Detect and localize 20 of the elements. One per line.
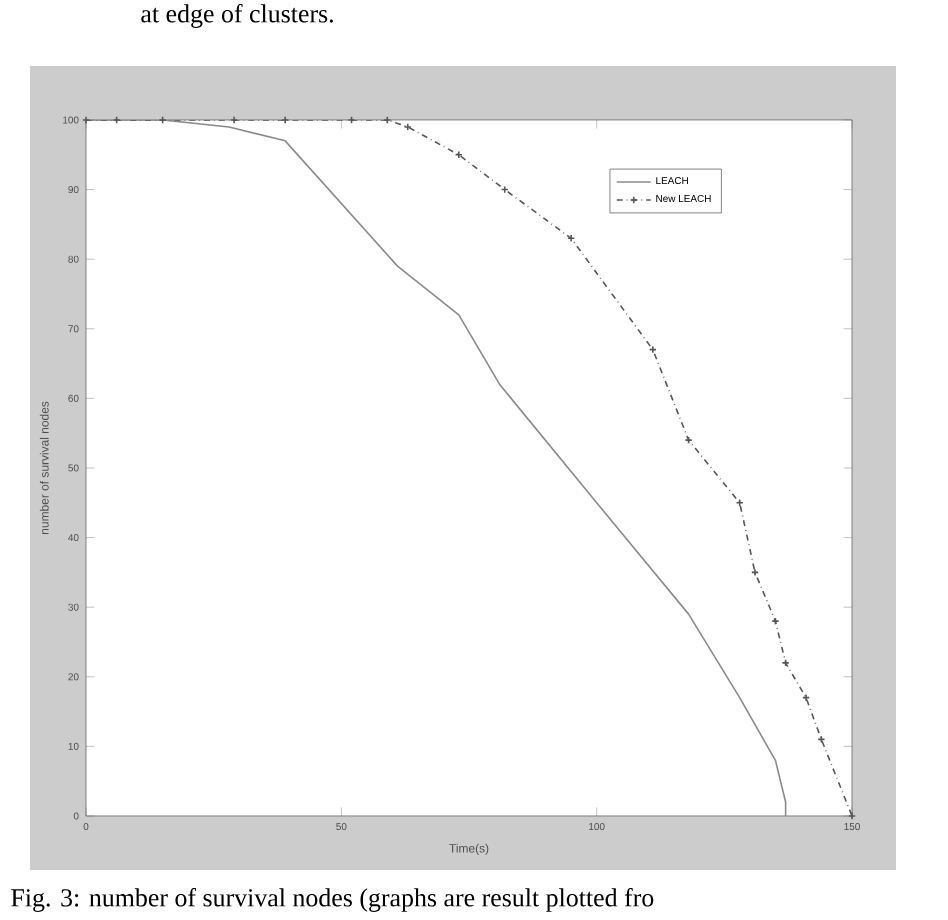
point bbox=[347, 115, 356, 124]
point bbox=[281, 115, 290, 124]
text: at edge of clusters. bbox=[141, 4, 333, 28]
point bbox=[802, 693, 811, 702]
point bbox=[230, 115, 239, 124]
point bbox=[158, 115, 167, 124]
point bbox=[848, 811, 856, 820]
point bbox=[648, 345, 657, 354]
point bbox=[771, 617, 780, 626]
point bbox=[735, 498, 744, 507]
point bbox=[567, 234, 576, 243]
caption: Fig. 3: number of survival nodes (graphs are result plotted fro bbox=[11, 888, 654, 912]
point bbox=[751, 568, 759, 577]
point bbox=[500, 185, 509, 194]
point bbox=[82, 115, 90, 124]
point bbox=[112, 115, 121, 124]
point bbox=[781, 658, 790, 667]
point bbox=[684, 436, 693, 445]
point bbox=[454, 150, 463, 159]
point bbox=[403, 122, 412, 131]
